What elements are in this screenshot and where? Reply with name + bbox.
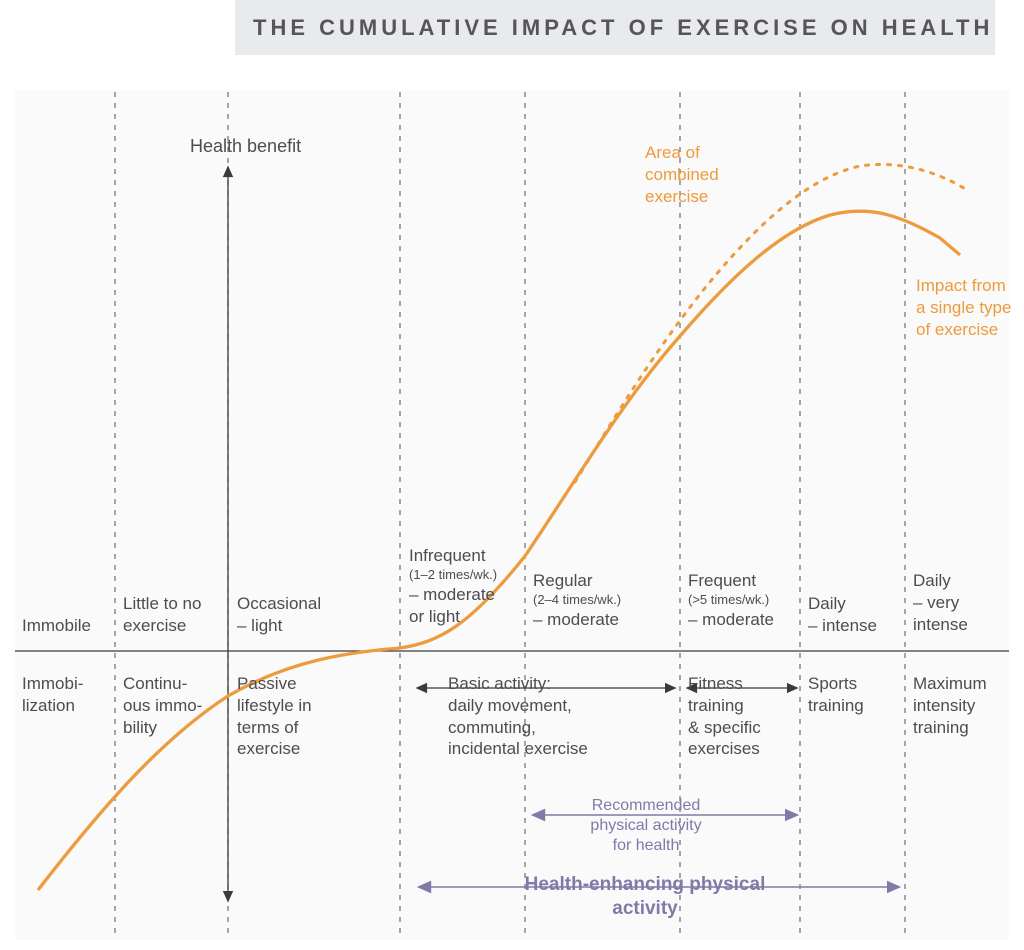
recommended-span-label: Recommendedphysical activityfor health (556, 796, 736, 856)
col-bottom-7: Maximumintensitytraining (913, 673, 1024, 738)
chart-area: Health benefit Area of combined exercise… (0, 90, 1024, 950)
chart-title: THE CUMULATIVE IMPACT OF EXERCISE ON HEA… (235, 15, 993, 41)
chart-svg (0, 90, 1024, 950)
single-exercise-text: Impact from a single type of exercise (916, 276, 1011, 339)
combined-exercise-label: Area of combined exercise (645, 142, 765, 207)
health-enhancing-span-label: Health-enhancing physicalactivity (505, 873, 785, 921)
col-bottom-2: Passivelifestyle interms ofexercise (237, 673, 437, 760)
curve-combined-exercise (575, 164, 970, 482)
single-exercise-label: Impact from a single type of exercise (916, 275, 1016, 340)
col-top-7: Daily– veryintense (913, 570, 1024, 636)
col-top-2: Occasional– light (237, 593, 387, 637)
combined-exercise-text: Area of combined exercise (645, 143, 719, 206)
y-axis-label: Health benefit (190, 136, 301, 157)
col-bottom-4: Basic activity:daily movement,commuting,… (448, 673, 648, 760)
title-bar: THE CUMULATIVE IMPACT OF EXERCISE ON HEA… (235, 0, 995, 55)
col-top-4: Regular(2–4 times/wk.)– moderate (533, 570, 683, 631)
